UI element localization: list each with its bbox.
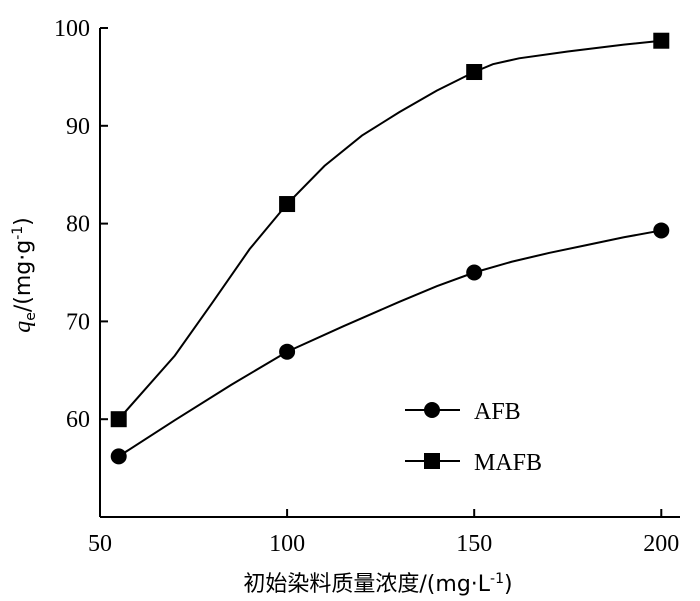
point-afb [653, 222, 670, 239]
series-layer [110, 32, 670, 465]
x-axis-label: 初始染料质量浓度/(mg·L-1) [243, 571, 512, 597]
point-mafb [466, 64, 483, 81]
series-line-mafb [117, 39, 662, 420]
point-afb [279, 343, 296, 360]
point-mafb [279, 196, 296, 213]
legend-marker-mafb [424, 453, 440, 469]
y-axis-label: qe/(mg·g-1) [10, 217, 39, 333]
legend: AFB MAFB [405, 399, 542, 476]
legend-label-afb: AFB [474, 399, 521, 425]
point-mafb [110, 411, 127, 428]
x-tick-label: 100 [269, 531, 305, 557]
y-tick-label: 80 [66, 212, 90, 238]
y-tick-label: 90 [66, 114, 90, 140]
y-tick-label: 60 [66, 407, 90, 433]
axes [99, 28, 680, 518]
x-tick-label: 200 [643, 531, 679, 557]
legend-marker-afb [424, 402, 440, 418]
ticks: 50 100 150 200 60 70 80 90 100 [54, 16, 679, 557]
y-tick-label: 100 [54, 16, 90, 42]
point-afb [466, 264, 483, 281]
x-tick-label: 50 [88, 531, 112, 557]
y-tick-label: 70 [66, 309, 90, 335]
legend-label-mafb: MAFB [474, 450, 542, 476]
point-mafb [653, 32, 670, 49]
point-afb [110, 448, 127, 465]
series-line-afb [118, 229, 662, 458]
x-tick-label: 150 [456, 531, 492, 557]
